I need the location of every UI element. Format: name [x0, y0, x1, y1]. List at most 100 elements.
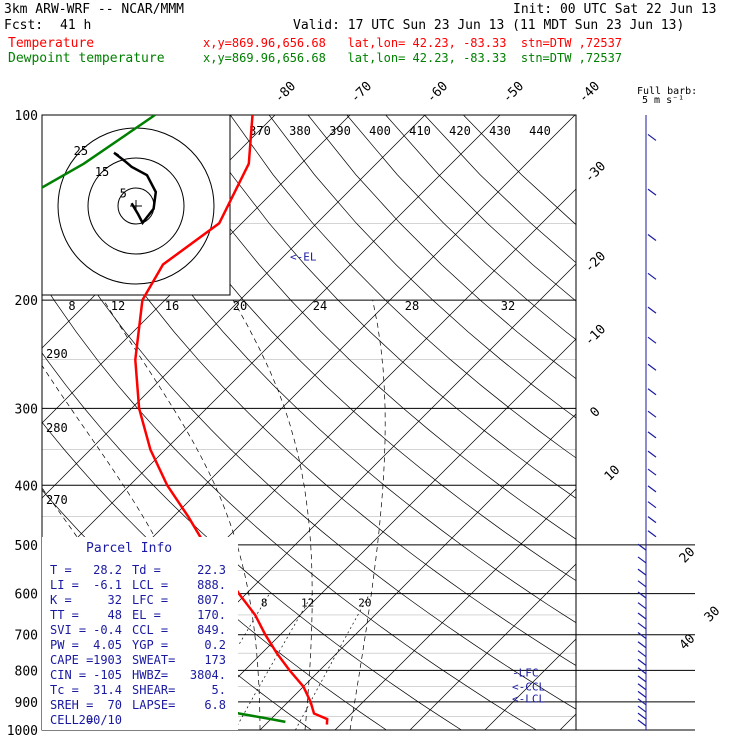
isotherm-line: [409, 563, 576, 730]
wind-barb: [637, 719, 647, 727]
wind-barb: [647, 336, 657, 344]
pressure-tick-label: 400: [15, 479, 38, 494]
parcel-label: EL =: [132, 608, 161, 622]
dry-adiabat: [0, 115, 26, 740]
temperature-tick-label: -10: [582, 322, 609, 349]
dry-adiabat: [230, 115, 576, 459]
wind-barb: [637, 675, 647, 683]
parcel-value: 6.8: [204, 698, 226, 712]
parcel-value: 48: [108, 608, 122, 622]
parcel-value: 31.4: [93, 683, 122, 697]
wind-speed-label: 28: [405, 299, 419, 313]
parcel-value: 22.3: [197, 563, 226, 577]
wind-barb: [647, 410, 657, 418]
wind-barb: [637, 658, 647, 666]
dry-adiabat: [42, 205, 576, 710]
wind-barb: [647, 485, 657, 493]
parcel-value: 28.2: [93, 563, 122, 577]
mixing-ratio-line: [234, 593, 314, 730]
mixing-ratio-label: 12: [301, 596, 314, 609]
wind-barb: [637, 683, 647, 691]
full-barb-unit: 5 m s⁻¹: [642, 95, 684, 106]
parcel-value: 170.: [197, 608, 226, 622]
wind-barb: [647, 388, 657, 396]
wind-barb: [647, 363, 657, 371]
parcel-label: LI =: [50, 578, 79, 592]
temperature-tick-label: -60: [424, 79, 451, 106]
temperature-tick-label: -30: [582, 159, 609, 186]
temperature-location: x,y=869.96,656.68 lat,lon= 42.23, -83.33…: [203, 36, 623, 50]
temperature-legend: Temperature: [8, 36, 95, 51]
wind-barb: [637, 667, 647, 675]
parcel-value: -0.4: [93, 623, 122, 637]
pressure-tick-label: 200: [15, 294, 38, 309]
valid-time: Valid: 17 UTC Sun 23 Jun 13 (11 MDT Sun …: [293, 18, 685, 33]
hodograph-ring-label: 5: [120, 186, 127, 200]
init-time: Init: 00 UTC Sat 22 Jun 13: [513, 2, 717, 17]
theta-low-label: 270: [46, 493, 68, 507]
parcel-value: 1903: [93, 653, 122, 667]
dry-adiabat: [74, 115, 576, 624]
mixing-ratio-label: 8: [261, 596, 268, 609]
wind-barb: [647, 133, 657, 141]
wind-barb: [647, 450, 657, 458]
wind-barb: [647, 516, 657, 524]
parcel-label: T =: [50, 563, 72, 577]
wind-barb: [637, 650, 647, 658]
plot-frame: [41, 114, 577, 731]
theta-label: 370: [249, 124, 271, 138]
wind-speed-label: 8: [68, 299, 75, 313]
parcel-label: CELL =: [50, 713, 93, 727]
wind-speed-label: 24: [313, 299, 327, 313]
parcel-label: CIN =: [50, 668, 86, 682]
theta-label: 440: [529, 124, 551, 138]
dry-adiabat: [42, 126, 576, 666]
parcel-label: SVI =: [50, 623, 86, 637]
level-annotation: -LFC: [512, 667, 539, 680]
mixing-ratio-label: 20: [358, 596, 371, 609]
temperature-tick-label: -80: [272, 79, 299, 106]
wind-barb: [637, 543, 647, 551]
theta-label: 390: [329, 124, 351, 138]
pressure-tick-label: 1000: [7, 724, 38, 739]
parcel-label: CCL =: [132, 623, 168, 637]
parcel-value: 0.2: [204, 638, 226, 652]
fcst-label: Fcst:: [4, 18, 44, 33]
model-title: 3km ARW-WRF -- NCAR/MMM: [4, 2, 185, 17]
wind-barb: [647, 501, 657, 509]
parcel-value: -105: [93, 668, 122, 682]
wind-barb: [637, 568, 647, 576]
wind-barb: [647, 234, 657, 242]
wind-barb: [637, 622, 647, 630]
wind-speed-label: 20: [233, 299, 247, 313]
parcel-label: YGP =: [132, 638, 168, 652]
wind-barb: [637, 690, 647, 698]
parcel-label: TT =: [50, 608, 79, 622]
isotherm-line: [559, 713, 576, 730]
parcel-label: PW =: [50, 638, 79, 652]
fcst-value: 41 h: [60, 18, 92, 33]
parcel-value: 32: [108, 593, 122, 607]
theta-low-label: 290: [46, 347, 68, 361]
temperature-tick-label: 0: [587, 404, 603, 420]
wind-barb: [637, 712, 647, 720]
dewpoint-legend: Dewpoint temperature: [8, 51, 165, 66]
wind-barb: [637, 705, 647, 713]
wind-barb: [637, 641, 647, 649]
wind-speed-label: 16: [165, 299, 179, 313]
hodograph-ring-label: 15: [95, 165, 109, 179]
wind-barb: [647, 431, 657, 439]
wind-barb: [637, 602, 647, 610]
temperature-tick-label: -20: [582, 249, 609, 276]
parcel-label: SREH =: [50, 698, 93, 712]
dry-adiabat: [113, 115, 576, 582]
parcel-label: Tc =: [50, 683, 79, 697]
theta-label: 410: [409, 124, 431, 138]
dry-adiabat: [463, 115, 576, 226]
dry-adiabat: [152, 115, 576, 540]
theta-label: 400: [369, 124, 391, 138]
pressure-tick-label: 900: [15, 696, 38, 711]
isotherm-line: [42, 115, 501, 574]
parcel-panel: [42, 537, 238, 730]
